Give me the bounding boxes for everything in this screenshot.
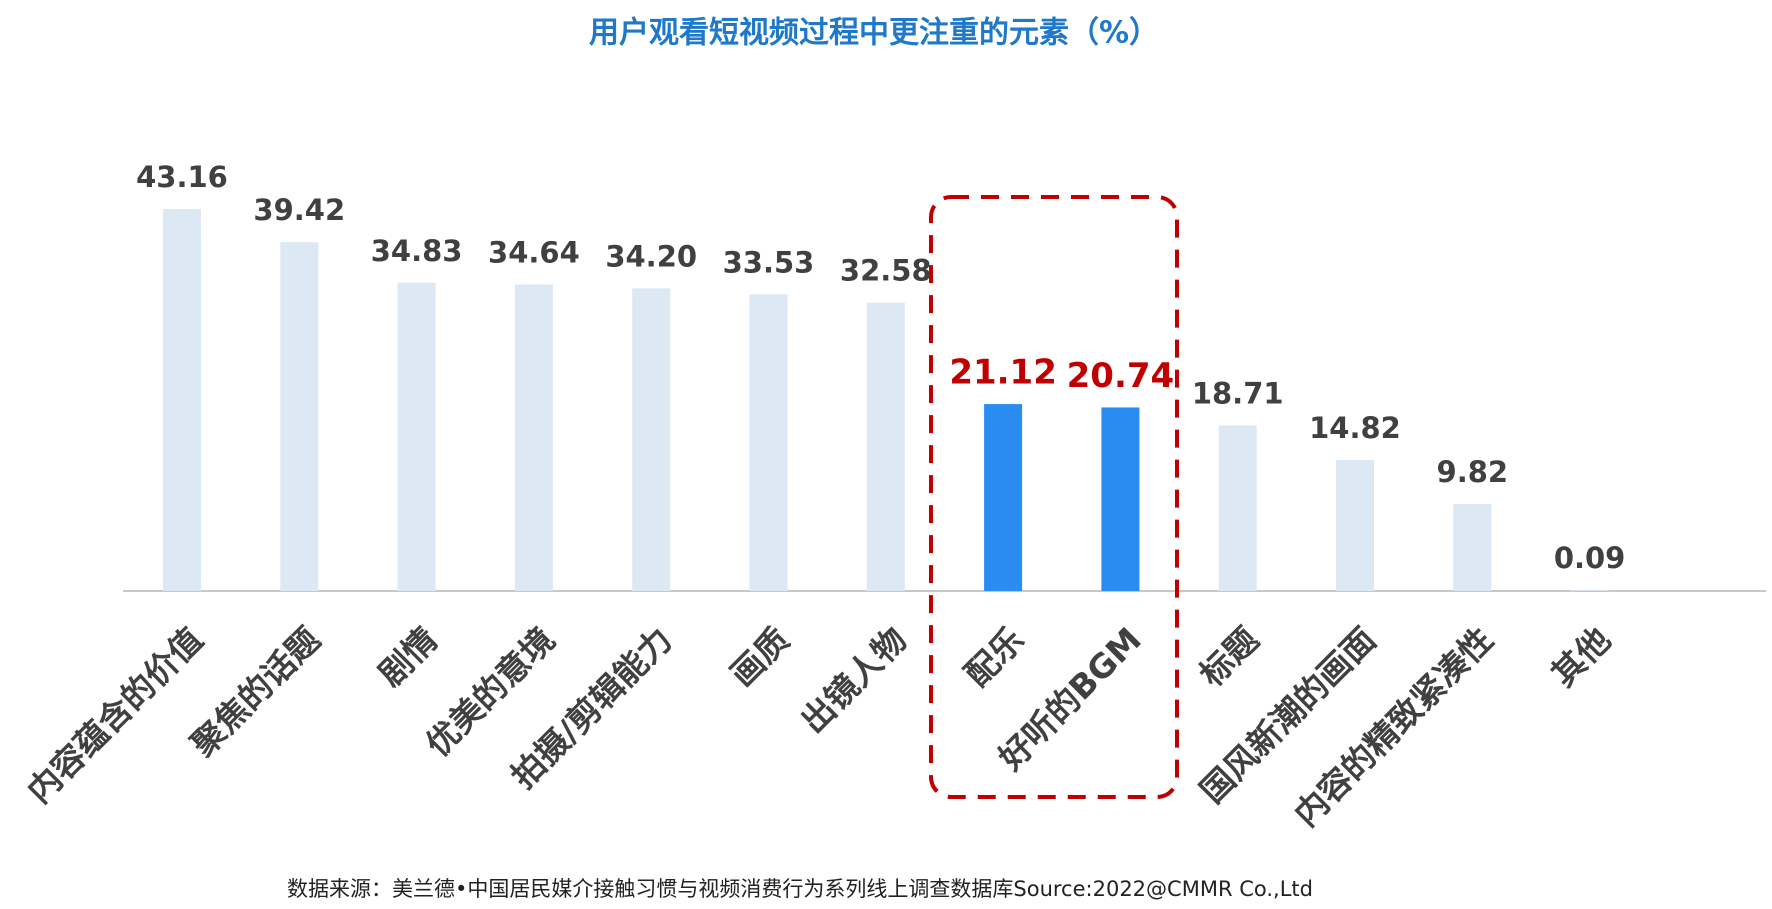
x-tick-label: 标题 [1192,620,1266,694]
value-label: 14.82 [1309,411,1401,445]
value-label: 32.58 [840,254,932,288]
value-label: 39.42 [253,193,345,227]
value-label: 21.12 [949,353,1057,393]
value-label: 34.64 [488,235,580,269]
value-label: 43.16 [136,160,228,194]
bar [163,209,201,591]
value-label: 33.53 [723,245,815,279]
bar [866,302,905,591]
bar [1218,425,1257,591]
bar [1101,407,1140,591]
x-tick-label: 配乐 [957,620,1031,694]
value-label: 34.83 [371,234,463,268]
bar [749,294,788,591]
value-label: 9.82 [1437,455,1509,489]
bar [984,404,1023,591]
chart-title: 用户观看短视频过程中更注重的元素（%） [589,16,1159,51]
value-label: 34.20 [605,239,697,273]
x-tick-label: 出镜人物 [793,620,914,741]
value-label: 20.74 [1067,356,1175,396]
bar [1570,590,1609,591]
x-tick-label: 内容的精致紧凑性 [1286,620,1500,834]
bar [1336,459,1374,591]
value-label: 0.09 [1554,541,1626,575]
bar [280,242,319,591]
bar [514,284,553,591]
bar [632,288,671,591]
bar [1453,504,1492,591]
source-note: 数据来源：美兰德•中国居民媒介接触习惯与视频消费行为系列线上调查数据库Sourc… [287,877,1313,901]
x-tick-label: 画质 [723,620,797,694]
highlight-box [929,195,1179,799]
x-tick-label: 剧情 [371,620,445,694]
x-tick-label: 内容蕴含的价值 [19,620,210,811]
value-label: 18.71 [1192,376,1284,410]
bar [397,282,436,591]
x-tick-label: 其他 [1544,620,1618,694]
